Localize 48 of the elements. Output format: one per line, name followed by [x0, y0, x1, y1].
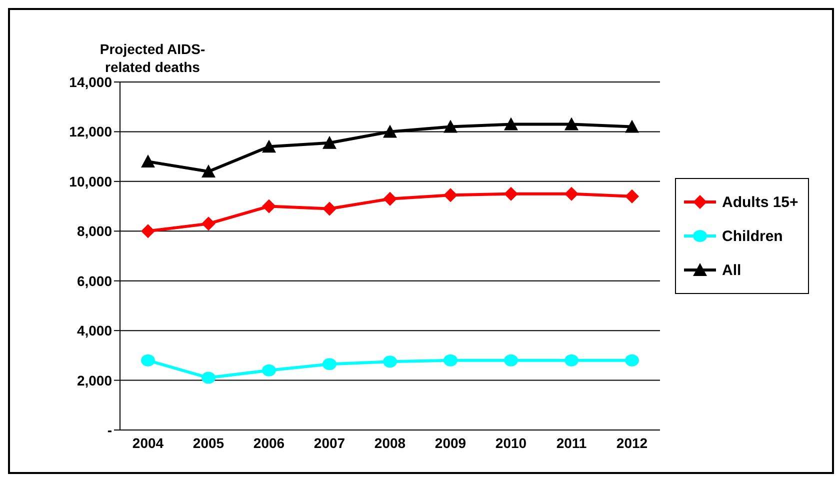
point	[383, 124, 397, 138]
y-tick-label: 4,000	[76, 322, 112, 339]
point	[383, 192, 397, 206]
point	[444, 120, 458, 133]
point	[262, 140, 276, 153]
y-tick-label: -	[107, 422, 112, 438]
y-tick-label: 8,000	[76, 223, 112, 240]
point	[564, 117, 578, 130]
point	[383, 356, 397, 368]
point	[322, 358, 336, 370]
point	[141, 354, 155, 366]
point	[504, 354, 518, 366]
y-tick-label: 10,000	[69, 173, 112, 190]
legend-label: Children	[722, 228, 783, 244]
y-tick-label: 2,000	[76, 372, 112, 388]
point	[262, 199, 276, 214]
x-tick-label: 2010	[495, 434, 527, 451]
legend-label: Adults 15+	[722, 194, 798, 210]
point	[202, 216, 216, 231]
y-axis-title: Projected AIDS-related deaths	[98, 40, 206, 76]
point	[625, 189, 639, 204]
point	[202, 372, 216, 384]
x-tick-label: 2007	[314, 434, 346, 451]
point	[141, 154, 155, 168]
x-tick-label: 2004	[132, 434, 164, 451]
point	[444, 188, 458, 202]
x-tick-label: 2006	[253, 434, 285, 451]
point	[141, 224, 155, 238]
point	[625, 354, 639, 366]
point	[564, 354, 578, 366]
point	[322, 136, 336, 149]
point	[444, 354, 458, 366]
x-tick-label: 2011	[556, 434, 587, 451]
legend-label: All	[722, 262, 742, 278]
point	[504, 117, 518, 130]
point	[564, 186, 578, 201]
y-tick-label: 6,000	[76, 272, 112, 289]
x-tick-label: 2009	[434, 434, 466, 451]
x-tick-label: 2005	[192, 434, 224, 451]
y-tick-label: 14,000	[69, 74, 112, 90]
point	[504, 186, 518, 201]
point	[625, 120, 639, 133]
x-tick-label: 2012	[616, 434, 648, 451]
x-tick-label: 2008	[374, 434, 406, 451]
point	[322, 202, 336, 216]
y-tick-label: 12,000	[69, 124, 112, 140]
point	[262, 364, 276, 376]
point	[202, 164, 216, 178]
